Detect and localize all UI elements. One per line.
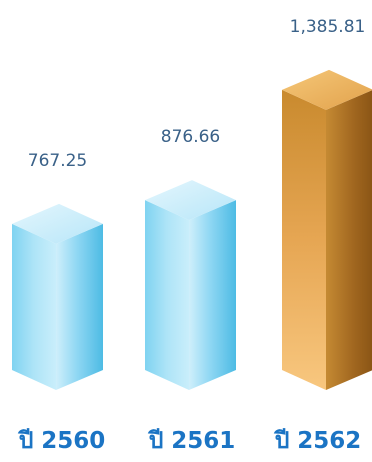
bars-layer <box>12 69 372 390</box>
data-label: 876.66 <box>161 127 220 147</box>
bar-3 <box>282 69 372 390</box>
category-label: ปี 2562 <box>273 428 361 454</box>
bar-top-face <box>145 180 236 221</box>
category-label: ปี 2560 <box>17 428 105 454</box>
bar-1 <box>12 203 103 390</box>
bar-front-face <box>145 200 189 390</box>
labels-layer: 767.25 ปี 2560 876.66 ปี 2561 1,385.81 ปี 256… <box>17 17 365 454</box>
category-label: ปี 2561 <box>147 428 235 454</box>
data-label: 767.25 <box>28 151 87 171</box>
bar-front-face <box>12 223 56 390</box>
bar-front-face <box>282 89 326 390</box>
bar-side-face <box>189 200 236 390</box>
bar-top-face <box>282 69 372 110</box>
bar-top-face <box>12 203 103 244</box>
data-label: 1,385.81 <box>290 17 366 37</box>
bar-2 <box>145 180 236 390</box>
bar-side-face <box>326 90 372 390</box>
bar-side-face <box>56 223 103 390</box>
